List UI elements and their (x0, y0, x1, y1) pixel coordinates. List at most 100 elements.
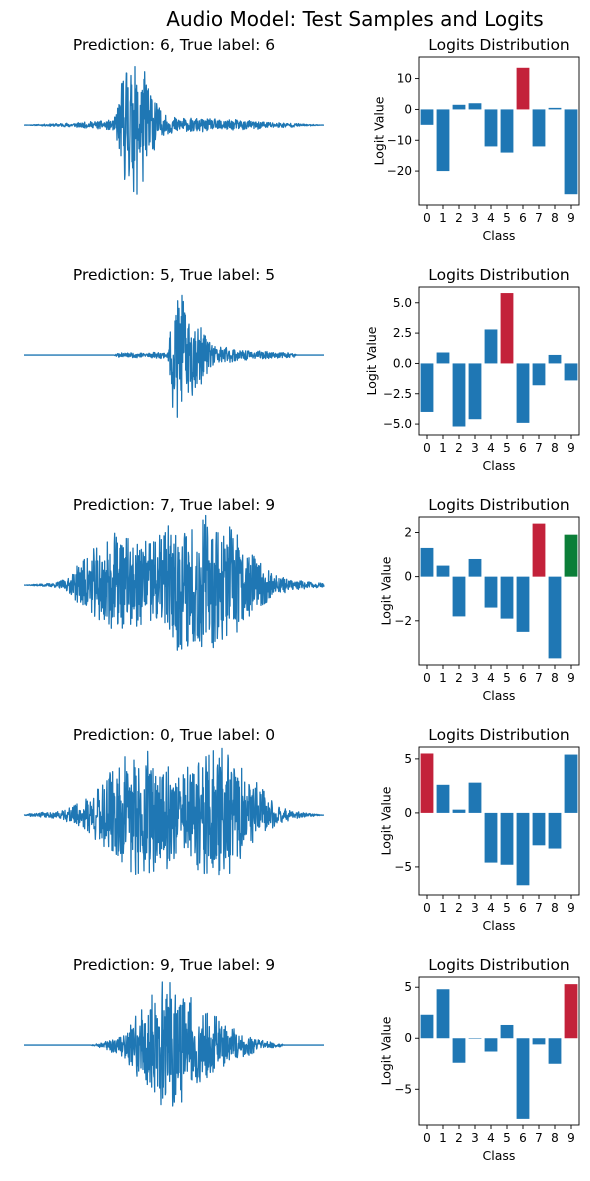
x-tick-label: 8 (551, 901, 559, 915)
bar-class-6 (516, 363, 530, 423)
x-tick-label: 6 (519, 211, 527, 225)
x-tick-label: 9 (567, 901, 575, 915)
x-tick-label: 3 (471, 211, 479, 225)
bar-class-7 (532, 109, 546, 147)
x-tick-label: 8 (551, 671, 559, 685)
x-tick-label: 0 (423, 901, 431, 915)
y-tick-label: 2 (404, 525, 412, 539)
x-tick-label: 9 (567, 671, 575, 685)
bar-class-6 (516, 812, 530, 886)
x-tick-label: 1 (439, 211, 447, 225)
waveform-title: Prediction: 7, True label: 9 (73, 496, 275, 514)
x-tick-label: 5 (503, 901, 511, 915)
bar-class-3 (468, 558, 482, 577)
bar-class-9 (564, 363, 578, 381)
bar-class-4 (484, 329, 498, 364)
bar-class-1 (436, 565, 450, 577)
x-tick-label: 0 (423, 211, 431, 225)
bar-class-6 (516, 67, 530, 110)
x-tick-label: 2 (455, 901, 463, 915)
x-axis-label: Class (483, 918, 516, 933)
y-axis-label: Logit Value (379, 556, 394, 625)
y-tick-label: 0 (404, 806, 412, 820)
x-tick-label: 6 (519, 441, 527, 455)
x-tick-label: 8 (551, 1131, 559, 1145)
y-tick-label: −20 (387, 164, 412, 178)
y-axis-label: Logit Value (364, 326, 379, 395)
waveform-title: Prediction: 6, True label: 6 (73, 36, 275, 54)
y-tick-label: −5 (394, 860, 412, 874)
waveform-panel: Prediction: 6, True label: 6 (23, 36, 325, 195)
x-tick-label: 7 (535, 671, 543, 685)
y-tick-label: 5.0 (393, 296, 412, 310)
bar-class-4 (484, 1038, 498, 1052)
y-tick-label: −5.0 (383, 417, 412, 431)
bar-class-7 (532, 363, 546, 386)
x-tick-label: 3 (471, 1131, 479, 1145)
x-tick-label: 7 (535, 901, 543, 915)
bar-class-5 (500, 109, 514, 153)
bar-class-0 (420, 753, 434, 813)
figure-title: Audio Model: Test Samples and Logits (166, 7, 543, 31)
x-axis-label: Class (483, 688, 516, 703)
logits-title: Logits Distribution (428, 726, 570, 744)
bar-class-7 (532, 523, 546, 577)
bar-class-3 (468, 1038, 482, 1039)
y-tick-label: 0 (404, 570, 412, 584)
x-tick-label: 2 (455, 441, 463, 455)
x-tick-label: 4 (487, 211, 495, 225)
bar-class-5 (500, 1024, 514, 1039)
axes-frame (418, 286, 580, 436)
panels: Prediction: 6, True label: 6 Logits Distr… (23, 36, 580, 1163)
bar-class-1 (436, 109, 450, 172)
y-tick-label: 10 (397, 72, 412, 86)
x-tick-label: 4 (487, 671, 495, 685)
bar-class-7 (532, 1038, 546, 1045)
x-tick-label: 6 (519, 901, 527, 915)
x-tick-label: 1 (439, 901, 447, 915)
y-tick-label: 2.5 (393, 326, 412, 340)
x-tick-label: 6 (519, 1131, 527, 1145)
y-axis-label: Logit Value (379, 1016, 394, 1085)
waveform-panel: Prediction: 9, True label: 9 (23, 956, 325, 1107)
bar-class-0 (420, 1014, 434, 1039)
x-tick-label: 5 (503, 211, 511, 225)
y-tick-label: −2.5 (383, 387, 412, 401)
axes-frame (418, 746, 580, 896)
bar-class-0 (420, 109, 434, 125)
bar-class-4 (484, 576, 498, 608)
bar-class-5 (500, 576, 514, 619)
y-tick-label: 0 (404, 102, 412, 116)
x-tick-label: 2 (455, 211, 463, 225)
x-tick-label: 7 (535, 441, 543, 455)
x-tick-label: 5 (503, 671, 511, 685)
logits-panel: Logits Distribution 0 1 2 3 4 5 6 7 8 9 −5.0 −2.5 0.0… (364, 266, 580, 473)
waveform-line (23, 981, 325, 1107)
axes-frame (418, 516, 580, 666)
x-tick-label: 1 (439, 1131, 447, 1145)
y-tick-label: 5 (404, 980, 412, 994)
x-tick-label: 5 (503, 441, 511, 455)
x-tick-label: 9 (567, 441, 575, 455)
waveform-panel: Prediction: 0, True label: 0 (23, 726, 325, 876)
y-tick-label: −5 (394, 1082, 412, 1096)
bar-class-1 (436, 784, 450, 813)
logits-title: Logits Distribution (428, 496, 570, 514)
bar-class-2 (452, 1038, 466, 1063)
bar-class-6 (516, 576, 530, 632)
axes-frame (418, 56, 580, 206)
waveform-line (23, 514, 325, 651)
y-tick-label: −10 (387, 133, 412, 147)
bar-class-8 (548, 812, 562, 849)
bar-class-0 (420, 363, 434, 412)
bar-class-3 (468, 782, 482, 813)
y-axis-label: Logit Value (379, 786, 394, 855)
x-axis-label: Class (483, 228, 516, 243)
bar-class-5 (500, 812, 514, 865)
bar-class-9 (564, 754, 578, 813)
bar-class-4 (484, 812, 498, 863)
